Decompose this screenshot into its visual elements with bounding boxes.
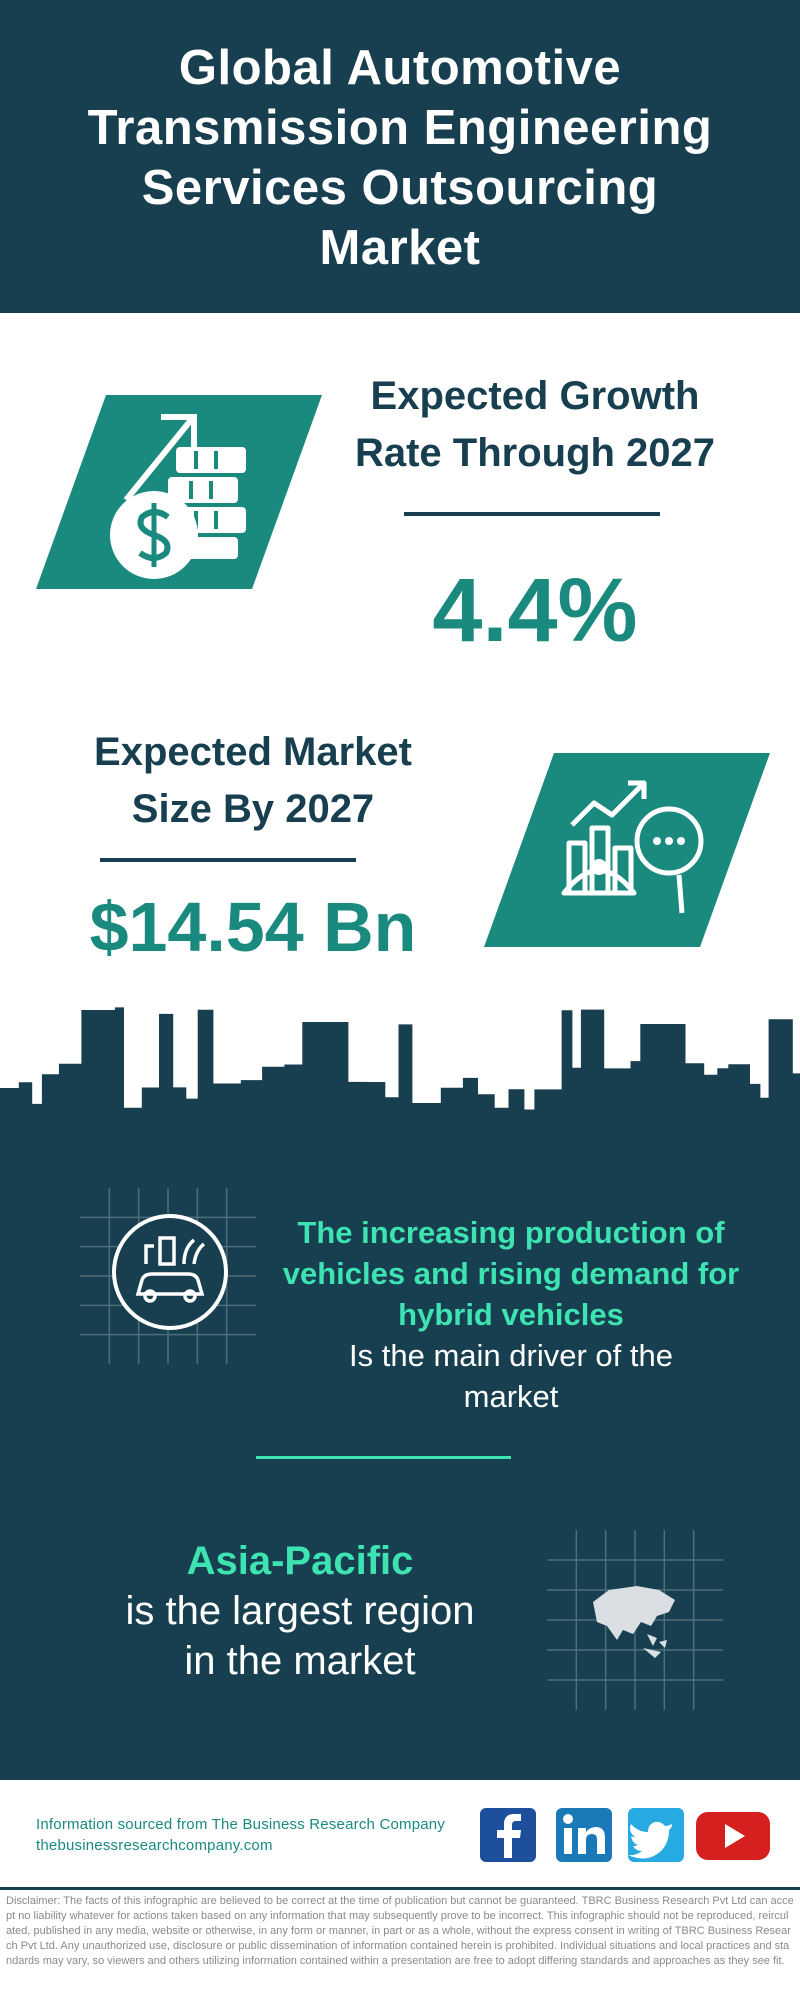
driver-highlight: hybrid vehicles	[398, 1297, 624, 1332]
social-links	[480, 1808, 770, 1862]
source-url: thebusinessresearchcompany.com	[36, 1837, 273, 1854]
market-heading: Expected Market Size By 2027	[40, 724, 466, 838]
region-text: Asia-Pacific is the largest region in th…	[60, 1536, 540, 1686]
youtube-link[interactable]	[696, 1812, 770, 1860]
driver-icon	[80, 1188, 256, 1364]
region-map	[547, 1530, 723, 1710]
divider	[256, 1456, 511, 1459]
source-text: Information sourced from The Business Re…	[36, 1816, 446, 1833]
driver-highlight: The increasing production of	[297, 1215, 725, 1250]
disclaimer: Disclaimer: The facts of this infographi…	[6, 1895, 794, 1967]
driver-line: market	[463, 1379, 559, 1414]
title-line: Services Outsourcing	[141, 161, 659, 215]
region-highlight: Asia-Pacific	[186, 1539, 414, 1583]
driver-highlight: vehicles and rising demand for	[282, 1256, 740, 1291]
divider	[404, 512, 660, 516]
growth-value: 4.4%	[432, 561, 638, 661]
title-line: Global Automotive	[178, 41, 622, 95]
skyline	[0, 1007, 800, 1130]
title: Global Automotive Transmission Engineeri…	[0, 38, 800, 278]
heading-line: Size By 2027	[131, 787, 375, 831]
region-line: is the largest region	[125, 1589, 475, 1633]
linkedin-link[interactable]	[556, 1808, 612, 1862]
title-line: Transmission Engineering	[87, 101, 713, 155]
skyline-shape	[0, 1007, 800, 1130]
heading-line: Expected Market	[94, 730, 412, 774]
heading-line: Expected Growth	[370, 374, 700, 418]
divider	[100, 858, 356, 862]
twitter-link[interactable]	[628, 1808, 684, 1862]
header	[0, 0, 800, 313]
driver-text: The increasing production of vehicles an…	[256, 1212, 766, 1417]
source: Information sourced from The Business Re…	[36, 1814, 445, 1856]
market-icon	[484, 753, 770, 947]
growth-heading: Expected Growth Rate Through 2027	[330, 368, 740, 482]
region-line: in the market	[184, 1639, 416, 1683]
facebook-link[interactable]	[480, 1808, 536, 1862]
footer-rule	[0, 1887, 800, 1890]
heading-line: Rate Through 2027	[354, 431, 716, 475]
driver-line: Is the main driver of the	[349, 1338, 673, 1373]
growth-icon	[36, 395, 322, 589]
market-value: $14.54 Bn	[89, 888, 417, 966]
title-line: Market	[319, 221, 481, 275]
